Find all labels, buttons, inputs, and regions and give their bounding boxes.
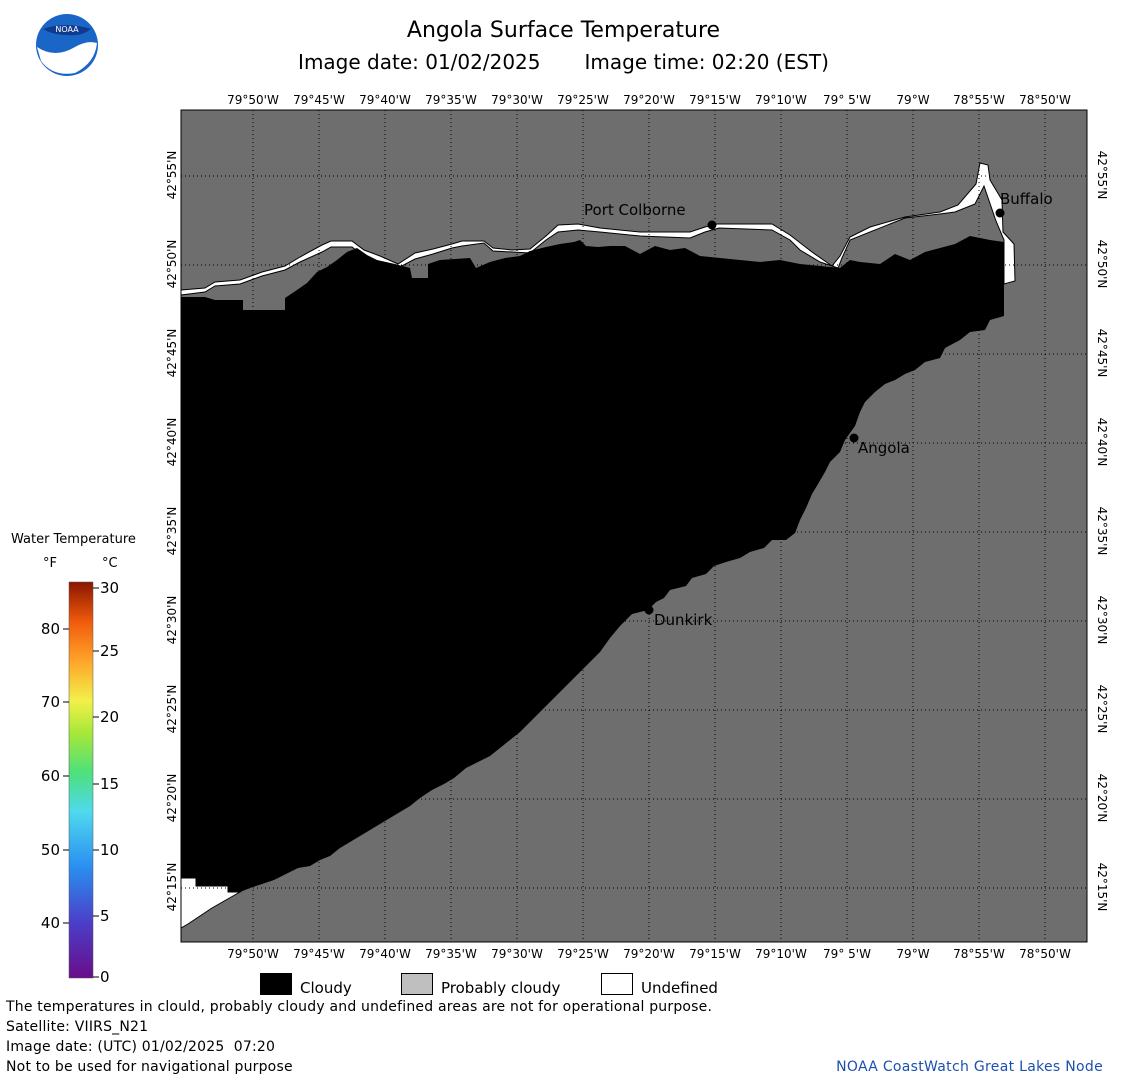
- page-title: Angola Surface Temperature: [406, 18, 721, 43]
- city-marker-angola: [849, 433, 859, 443]
- noaa-logo-text: NOAA: [55, 25, 79, 34]
- scale-label-f: 60: [40, 767, 60, 785]
- latitude-label-right: 42°35'N: [1095, 506, 1109, 556]
- longitude-label-bottom: 79°45'W: [293, 947, 345, 961]
- longitude-label-bottom: 79°30'W: [491, 947, 543, 961]
- longitude-label-bottom: 79°10'W: [755, 947, 807, 961]
- scale-label-f: 40: [40, 914, 60, 932]
- city-label-buffalo: Buffalo: [1000, 190, 1053, 208]
- credit-link[interactable]: NOAA CoastWatch Great Lakes Node: [836, 1059, 1103, 1075]
- latitude-label-left: 42°55'N: [165, 150, 179, 200]
- longitude-label-bottom: 78°55'W: [953, 947, 1005, 961]
- key-label-cloudy: Cloudy: [300, 979, 352, 997]
- map-frame: [180, 109, 1088, 943]
- cloudy-area: [181, 236, 1004, 892]
- latitude-label-right: 42°55'N: [1095, 150, 1109, 200]
- longitude-label-top: 78°50'W: [1019, 93, 1071, 107]
- navigation-warning: Not to be used for navigational purpose: [6, 1059, 293, 1075]
- scale-label-c: 20: [100, 708, 120, 726]
- legend-unit-celsius: °C: [102, 556, 118, 571]
- latitude-label-left: 42°45'N: [165, 328, 179, 378]
- longitude-label-top: 79°30'W: [491, 93, 543, 107]
- key-label-undefined: Undefined: [641, 979, 718, 997]
- undefined-area: [180, 162, 1016, 296]
- longitude-label-top: 79°50'W: [227, 93, 279, 107]
- longitude-label-bottom: 79°20'W: [623, 947, 675, 961]
- longitude-label-top: 79°15'W: [689, 93, 741, 107]
- latitude-label-left: 42°20'N: [165, 773, 179, 823]
- legend-unit-fahrenheit: °F: [43, 556, 57, 571]
- scale-label-c: 5: [100, 907, 110, 925]
- latitude-label-left: 42°50'N: [165, 239, 179, 289]
- image-date: Image date: 01/02/2025: [298, 50, 541, 74]
- latitude-label-left: 42°40'N: [165, 417, 179, 467]
- city-marker-buffalo: [995, 208, 1005, 218]
- key-label-probably-cloudy: Probably cloudy: [441, 979, 561, 997]
- city-marker-port-colborne: [707, 220, 717, 230]
- longitude-label-bottom: 79°50'W: [227, 947, 279, 961]
- longitude-label-bottom: 79°40'W: [359, 947, 411, 961]
- scale-label-c: 30: [100, 579, 120, 597]
- longitude-label-top: 79°40'W: [359, 93, 411, 107]
- satellite-text: Satellite: VIIRS_N21: [6, 1019, 149, 1035]
- undefined-area-southwest: [180, 877, 242, 929]
- city-label-port-colborne: Port Colborne: [584, 201, 686, 219]
- key-swatch-undefined: [601, 973, 633, 995]
- longitude-label-top: 79°10'W: [755, 93, 807, 107]
- longitude-label-bottom: 79°25'W: [557, 947, 609, 961]
- scale-label-f: 50: [40, 841, 60, 859]
- longitude-label-bottom: 78°50'W: [1019, 947, 1071, 961]
- image-time: Image time: 02:20 (EST): [584, 50, 829, 74]
- noaa-logo-icon: NOAA: [36, 14, 98, 76]
- longitude-label-top: 79°25'W: [557, 93, 609, 107]
- city-label-dunkirk: Dunkirk: [654, 611, 713, 629]
- latitude-label-left: 42°35'N: [165, 506, 179, 556]
- scale-label-f: 80: [40, 620, 60, 638]
- color-bar-ticks: [63, 587, 99, 978]
- scale-label-c: 10: [100, 841, 120, 859]
- latitude-label-left: 42°25'N: [165, 684, 179, 734]
- latitude-label-right: 42°45'N: [1095, 328, 1109, 378]
- key-swatch-cloudy: [260, 973, 292, 995]
- longitude-label-bottom: 79°W: [896, 947, 930, 961]
- latitude-label-right: 42°30'N: [1095, 595, 1109, 645]
- city-label-angola: Angola: [858, 439, 910, 457]
- longitude-label-top: 79°45'W: [293, 93, 345, 107]
- longitude-label-top: 79°20'W: [623, 93, 675, 107]
- disclaimer-text: The temperatures in clould, probably clo…: [6, 999, 713, 1015]
- latitude-label-right: 42°40'N: [1095, 417, 1109, 467]
- longitude-label-top: 79°W: [896, 93, 930, 107]
- latitude-label-left: 42°30'N: [165, 595, 179, 645]
- graticule: [181, 110, 1087, 942]
- latitude-label-right: 42°25'N: [1095, 684, 1109, 734]
- scale-label-c: 0: [100, 968, 110, 986]
- city-marker-dunkirk: [644, 605, 654, 615]
- latitude-label-right: 42°20'N: [1095, 773, 1109, 823]
- latitude-label-left: 42°15'N: [165, 862, 179, 912]
- longitude-label-top: 79°35'W: [425, 93, 477, 107]
- image-datetime: Image date: 01/02/2025 Image time: 02:20 …: [0, 50, 1127, 74]
- temperature-color-bar: [68, 581, 94, 979]
- latitude-label-right: 42°15'N: [1095, 862, 1109, 912]
- scale-label-c: 15: [100, 775, 120, 793]
- longitude-label-bottom: 79°15'W: [689, 947, 741, 961]
- legend-title: Water Temperature: [11, 532, 136, 547]
- scale-label-c: 25: [100, 642, 120, 660]
- utc-date-text: Image date: (UTC) 01/02/2025 07:20: [6, 1039, 276, 1055]
- longitude-label-top: 78°55'W: [953, 93, 1005, 107]
- longitude-label-top: 79° 5'W: [823, 93, 871, 107]
- scale-label-f: 70: [40, 693, 60, 711]
- latitude-label-right: 42°50'N: [1095, 239, 1109, 289]
- key-swatch-probably-cloudy: [401, 973, 433, 995]
- longitude-label-bottom: 79° 5'W: [823, 947, 871, 961]
- longitude-label-bottom: 79°35'W: [425, 947, 477, 961]
